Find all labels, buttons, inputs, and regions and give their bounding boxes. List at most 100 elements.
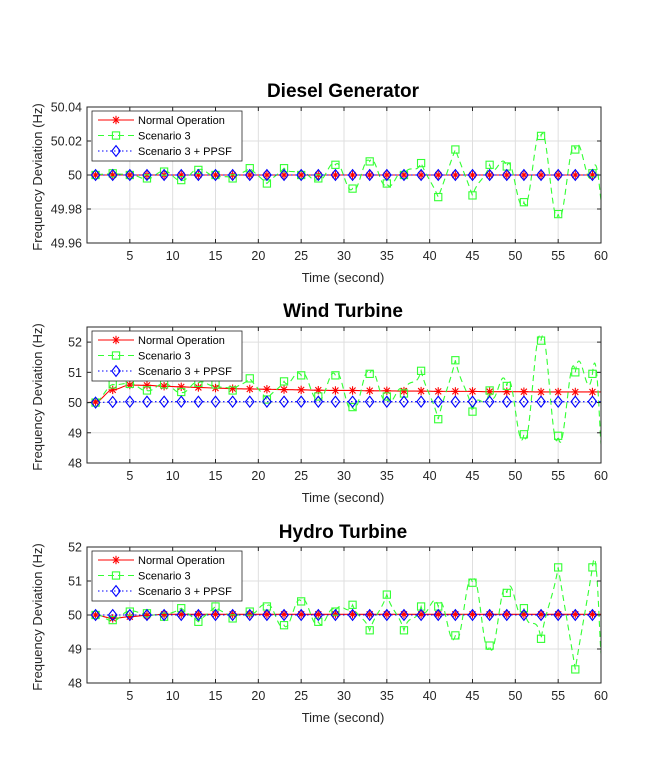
data-point [314, 174, 323, 183]
series-scenario-3 [87, 558, 602, 670]
data-point [297, 371, 306, 380]
ticks: 5 10 15 20 25 30 35 40 45 50 55 60 48 49 50 51 52 [68, 327, 608, 483]
data-point [210, 168, 221, 182]
data-point [434, 415, 443, 424]
x-tick-label: 30 [337, 249, 351, 263]
x-tick-label: 30 [337, 469, 351, 483]
data-point [554, 209, 563, 219]
y-tick-label: 52 [68, 541, 82, 555]
data-point [111, 115, 121, 125]
data-point [111, 351, 121, 360]
data-point [519, 608, 529, 622]
data-point [331, 160, 340, 169]
data-point [416, 170, 426, 180]
data-point [108, 385, 117, 395]
data-point [467, 395, 478, 408]
data-point [399, 395, 409, 408]
data-point [536, 336, 546, 345]
data-point [111, 584, 121, 598]
data-point [553, 168, 564, 182]
data-point [416, 366, 426, 375]
x-tick-label: 35 [380, 249, 394, 263]
data-point [194, 383, 203, 392]
x-tick-label: 60 [594, 249, 608, 263]
data-point [108, 614, 117, 623]
data-point [330, 608, 341, 622]
data-point [434, 170, 443, 180]
data-point [468, 407, 477, 416]
data-point [296, 608, 307, 622]
data-point [588, 563, 597, 572]
data-point [262, 395, 272, 408]
data-point [485, 641, 494, 650]
data-point [228, 614, 237, 623]
data-point [244, 168, 255, 182]
data-point [279, 168, 289, 182]
markers-scenario-3-ppsf [90, 395, 598, 409]
x-tick-label: 20 [251, 469, 265, 483]
data-point [313, 608, 324, 622]
data-point [193, 608, 204, 622]
data-point [485, 160, 494, 169]
data-point [111, 364, 121, 378]
data-point [262, 168, 272, 182]
data-point [416, 608, 426, 622]
legend-item: Normal Operation [98, 335, 225, 347]
legend-label: Normal Operation [138, 115, 225, 127]
data-point [587, 168, 598, 182]
data-point [107, 608, 118, 622]
data-point [210, 395, 221, 408]
data-point [331, 170, 340, 180]
data-point [91, 170, 100, 180]
data-point [365, 386, 374, 395]
data-point [124, 168, 135, 182]
y-tick-label: 48 [68, 457, 82, 471]
data-point [553, 170, 563, 180]
y-tick-label: 52 [68, 336, 82, 350]
data-point [227, 168, 238, 182]
data-point [124, 395, 135, 408]
x-axis-label: Time (second) [302, 270, 385, 285]
data-point [297, 597, 306, 606]
series-line [87, 401, 601, 404]
data-point [381, 395, 392, 408]
data-point [111, 571, 121, 580]
data-point [536, 387, 546, 397]
data-point [519, 430, 529, 439]
x-tick-label: 45 [466, 689, 480, 703]
data-point [553, 608, 564, 622]
data-point [125, 607, 134, 616]
data-point [228, 174, 237, 183]
data-point [177, 175, 186, 185]
data-point [331, 371, 340, 380]
data-point [90, 396, 101, 409]
data-point [313, 168, 324, 182]
data-point [142, 168, 152, 182]
data-point [331, 607, 340, 616]
x-tick-label: 50 [508, 689, 522, 703]
series-line [87, 558, 602, 670]
data-point [245, 164, 254, 173]
data-point [519, 387, 529, 396]
data-point [451, 631, 460, 640]
series-line [87, 335, 602, 445]
x-tick-label: 40 [423, 689, 437, 703]
data-point [468, 387, 477, 396]
data-point [176, 168, 187, 182]
data-point [484, 395, 495, 408]
data-point [571, 145, 580, 154]
data-point [279, 621, 289, 630]
data-point [571, 387, 580, 397]
data-point [330, 168, 341, 182]
data-point [365, 626, 374, 635]
data-point [382, 392, 391, 401]
data-point [125, 170, 135, 180]
data-point [124, 608, 135, 622]
data-point [296, 385, 306, 395]
data-point [554, 563, 563, 572]
legend-label: Scenario 3 [138, 131, 191, 143]
chart-title: Hydro Turbine [279, 522, 407, 543]
y-tick-label: 51 [68, 575, 82, 589]
data-point [536, 168, 546, 182]
